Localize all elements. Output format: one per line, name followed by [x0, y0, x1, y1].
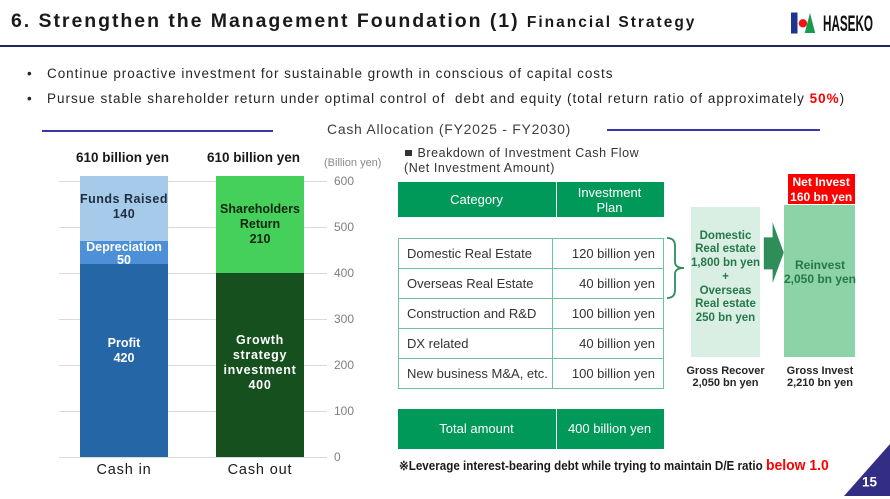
svg-text:HASEKO: HASEKO	[823, 11, 873, 36]
svg-text:15: 15	[862, 475, 878, 490]
